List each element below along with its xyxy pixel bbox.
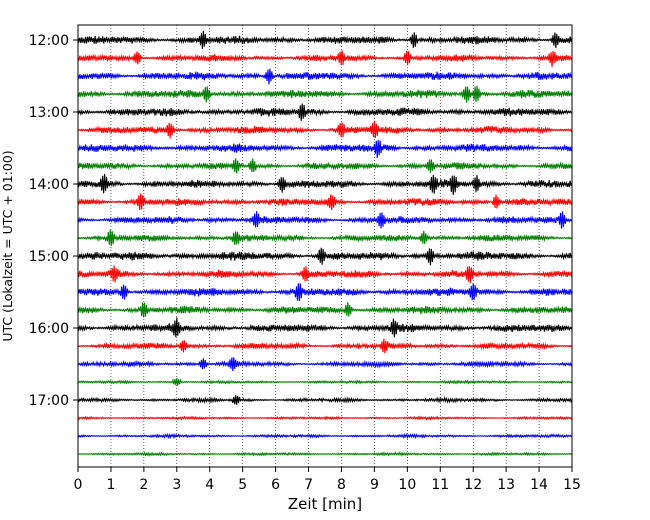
x-tick-label: 14 bbox=[530, 477, 548, 493]
trace-1315 bbox=[77, 120, 573, 139]
trace-1215 bbox=[77, 50, 573, 68]
x-tick-label: 5 bbox=[238, 477, 247, 493]
x-tick-label: 3 bbox=[172, 477, 181, 493]
trace-1200 bbox=[77, 30, 573, 49]
x-tick-label: 9 bbox=[370, 477, 379, 493]
trace-1645 bbox=[77, 378, 573, 386]
trace-1630 bbox=[77, 357, 573, 372]
y-tick-label: 14:00 bbox=[29, 177, 69, 193]
y-tick-label: 17:00 bbox=[29, 393, 69, 409]
trace-1700 bbox=[77, 395, 573, 405]
y-tick-label: 15:00 bbox=[29, 249, 69, 265]
trace-1545 bbox=[77, 302, 573, 318]
trace-1330 bbox=[77, 140, 573, 159]
trace-1400 bbox=[77, 173, 573, 195]
x-axis-label: Zeit [min] bbox=[288, 495, 362, 513]
x-tick-label: 4 bbox=[205, 477, 214, 493]
y-tick-label: 13:00 bbox=[29, 105, 69, 121]
trace-1730 bbox=[77, 432, 573, 440]
y-tick-label: 12:00 bbox=[29, 33, 69, 49]
trace-1530 bbox=[77, 283, 573, 301]
x-tick-label: 7 bbox=[304, 477, 313, 493]
trace-1500 bbox=[77, 247, 573, 266]
trace-1715 bbox=[77, 415, 573, 421]
x-tick-label: 0 bbox=[74, 477, 83, 493]
y-tick-label: 16:00 bbox=[29, 321, 69, 337]
x-tick-label: 1 bbox=[106, 477, 115, 493]
trace-1445 bbox=[77, 229, 573, 247]
trace-1300 bbox=[77, 103, 573, 121]
seismogram-traces bbox=[77, 30, 573, 457]
trace-1745 bbox=[77, 451, 573, 457]
x-tick-label: 10 bbox=[398, 477, 416, 493]
trace-1230 bbox=[77, 68, 573, 85]
y-axis-label: UTC (Lokalzeit = UTC + 01:00) bbox=[0, 150, 15, 341]
trace-1600 bbox=[77, 317, 573, 338]
y-axis-ticks: 12:00 13:00 14:00 15:00 16:00 17:00 bbox=[29, 33, 78, 409]
trace-1345 bbox=[77, 158, 573, 174]
trace-1245 bbox=[77, 85, 573, 103]
x-axis-ticks: 0 1 2 3 4 5 6 7 8 9 10 11 12 13 14 15 bbox=[74, 467, 581, 493]
trace-1515 bbox=[77, 265, 573, 284]
x-tick-label: 8 bbox=[337, 477, 346, 493]
plot-frame bbox=[77, 24, 573, 468]
x-tick-label: 12 bbox=[464, 477, 482, 493]
x-tick-label: 2 bbox=[139, 477, 148, 493]
trace-1430 bbox=[77, 211, 573, 229]
trace-1615 bbox=[77, 338, 573, 354]
x-tick-label: 6 bbox=[271, 477, 280, 493]
x-tick-label: 15 bbox=[563, 477, 581, 493]
x-tick-label: 13 bbox=[497, 477, 515, 493]
trace-1415 bbox=[77, 193, 573, 211]
x-tick-label: 11 bbox=[431, 477, 449, 493]
